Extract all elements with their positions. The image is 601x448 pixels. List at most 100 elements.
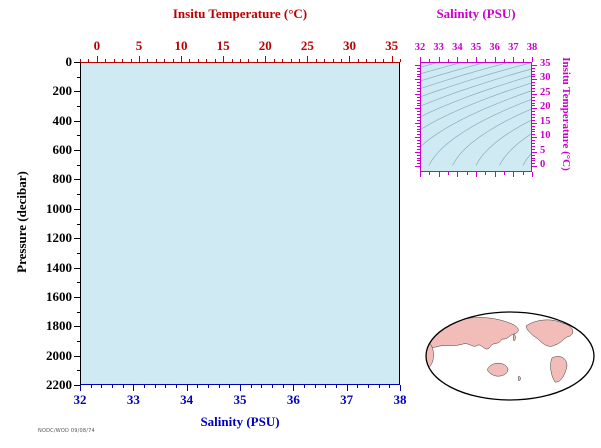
tick-label: 15 xyxy=(216,38,230,53)
footer-stamp: NODC/WOD 09/08/74 xyxy=(38,428,95,434)
axis-tick xyxy=(96,56,98,62)
axis-tick xyxy=(197,385,199,388)
axis-tick xyxy=(147,59,149,62)
tick-label: 20 xyxy=(540,101,551,113)
axis-tick xyxy=(74,267,80,269)
axis-tick xyxy=(532,131,535,133)
axis-tick xyxy=(383,59,385,62)
axis-tick xyxy=(420,172,421,177)
main-top-axis-title: Insitu Temperature (°C) xyxy=(172,6,308,21)
axis-tick xyxy=(532,117,535,118)
axis-tick xyxy=(186,385,188,391)
axis-tick xyxy=(417,154,420,156)
tick-label: 35 xyxy=(385,38,399,53)
tick-label: 1000 xyxy=(46,200,72,216)
axis-tick xyxy=(417,143,420,145)
axis-tick xyxy=(438,57,440,62)
isopycnal-line xyxy=(421,68,531,107)
axis-tick xyxy=(532,96,535,98)
axis-tick xyxy=(293,385,295,391)
axis-tick xyxy=(532,154,535,156)
axis-tick xyxy=(325,385,327,388)
axis-tick xyxy=(218,385,220,388)
isopycnal-line xyxy=(522,153,531,166)
axis-tick xyxy=(272,385,273,388)
axis-tick xyxy=(77,340,80,342)
tick-label: 34 xyxy=(452,42,463,53)
tick-label: 33 xyxy=(126,392,140,407)
main-left-axis-title: Pressure (decibar) xyxy=(14,171,29,273)
axis-tick xyxy=(532,172,533,177)
axis-tick xyxy=(74,120,80,122)
axis-tick xyxy=(504,59,505,62)
isopycnal-line xyxy=(452,108,531,166)
axis-tick xyxy=(400,59,401,62)
axis-tick xyxy=(256,59,258,62)
isopycnal-line xyxy=(421,90,531,147)
axis-tick xyxy=(154,385,156,388)
axis-tick xyxy=(165,385,167,388)
axis-tick xyxy=(77,282,80,284)
axis-tick xyxy=(415,137,420,139)
axis-tick xyxy=(532,82,535,84)
tick-label: 38 xyxy=(393,392,407,407)
axis-tick xyxy=(417,111,420,113)
inset-top-axis-title: Salinity (PSU) xyxy=(436,6,516,21)
axis-tick xyxy=(532,111,535,113)
axis-tick xyxy=(417,70,420,72)
axis-tick xyxy=(532,93,537,95)
axis-tick xyxy=(155,59,157,62)
axis-tick xyxy=(532,73,535,75)
landmass-japan xyxy=(513,333,516,342)
isopycnal-line xyxy=(421,82,531,130)
tick-label: 25 xyxy=(540,86,551,98)
tick-label: 2000 xyxy=(46,347,72,363)
axis-tick xyxy=(74,208,80,210)
tick-label: 32 xyxy=(73,392,87,407)
axis-tick xyxy=(74,150,80,152)
axis-tick xyxy=(229,385,231,388)
axis-tick xyxy=(532,134,535,136)
axis-tick xyxy=(415,79,420,81)
map-outline xyxy=(425,311,595,401)
axis-tick xyxy=(357,385,359,388)
axis-tick xyxy=(113,59,115,62)
tick-label: 400 xyxy=(52,112,73,128)
axis-tick xyxy=(80,385,81,391)
axis-tick xyxy=(417,128,420,130)
axis-tick xyxy=(532,76,535,78)
inset-right-axis-title: Insitu Temperature (°C) xyxy=(560,57,572,171)
axis-tick xyxy=(532,105,535,107)
axis-tick xyxy=(314,385,316,388)
axis-tick xyxy=(77,252,80,254)
axis-tick xyxy=(522,59,524,62)
axis-tick xyxy=(273,59,275,62)
tick-label: 0 xyxy=(540,159,546,171)
axis-tick xyxy=(417,88,420,90)
isopycnal-line xyxy=(421,75,531,117)
axis-tick xyxy=(332,59,334,62)
axis-tick xyxy=(417,82,420,84)
tick-label: 1800 xyxy=(46,318,72,334)
axis-tick xyxy=(122,59,124,62)
axis-tick xyxy=(532,79,537,81)
tick-label: 0 xyxy=(65,54,73,69)
tick-label: 2200 xyxy=(46,377,72,392)
axis-tick xyxy=(197,59,199,62)
isopycnal-line xyxy=(428,99,531,166)
landmass-greenland xyxy=(565,318,577,327)
axis-tick xyxy=(532,163,535,165)
axis-tick xyxy=(532,125,535,127)
tick-label: 30 xyxy=(342,38,356,53)
axis-tick xyxy=(282,385,284,388)
axis-tick xyxy=(366,59,368,62)
axis-tick xyxy=(415,108,420,110)
axis-tick xyxy=(532,114,535,116)
tick-label: 5 xyxy=(540,144,546,156)
axis-tick xyxy=(532,108,537,110)
axis-tick xyxy=(494,172,496,177)
axis-tick xyxy=(80,59,81,62)
axis-tick xyxy=(466,172,468,175)
axis-tick xyxy=(522,172,524,175)
axis-tick xyxy=(307,56,309,62)
